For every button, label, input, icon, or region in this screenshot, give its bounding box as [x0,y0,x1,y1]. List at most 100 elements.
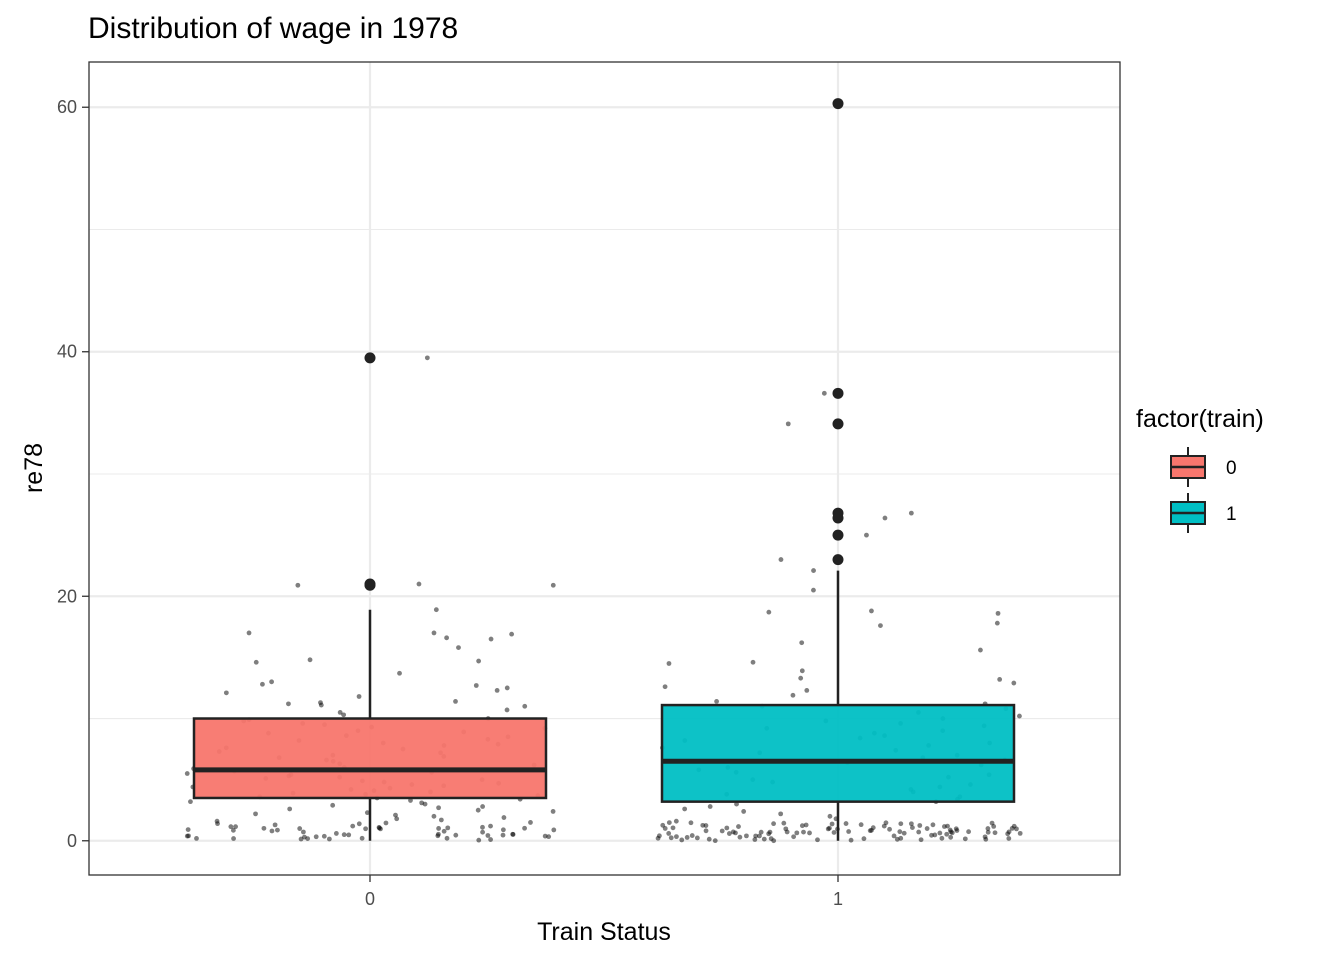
jitter-point [982,834,988,840]
jitter-point [978,647,983,653]
jitter-point [1006,836,1012,841]
jitter-point [1011,680,1017,686]
jitter-point [673,818,679,824]
jitter-point [318,702,324,708]
jitter-point [194,835,199,841]
jitter-point [662,684,668,690]
jitter-point [736,824,741,829]
outlier-point [832,529,844,541]
jitter-point [510,831,516,837]
outlier-point [832,554,844,566]
jitter-point [785,421,791,427]
jitter-point [771,821,776,827]
jitter-point [1017,830,1023,836]
jitter-point [948,829,954,835]
jitter-point [794,830,800,836]
outlier-point [832,387,844,399]
jitter-point [184,771,190,776]
jitter-point [930,822,936,828]
jitter-point [679,837,685,843]
legend-title: factor(train) [1136,405,1264,433]
jitter-point [689,833,695,838]
jitter-point [898,821,904,827]
jitter-point [660,822,666,828]
jitter-point [476,837,482,843]
jitter-point [878,623,883,628]
jitter-point [246,630,252,636]
jitter-point [364,810,370,816]
jitter-point [924,826,930,831]
jitter-point [1005,831,1011,837]
jitter-point [939,835,945,841]
jitter-point [784,829,790,835]
legend-label: 1 [1226,504,1237,525]
jitter-point [456,645,461,651]
jitter-point [897,829,903,835]
jitter-point [253,659,259,665]
jitter-point [801,829,806,835]
jitter-point [393,812,398,818]
jitter-point [804,687,810,693]
jitter-point [1017,713,1022,719]
jitter-point [910,825,915,831]
jitter-point [799,668,805,674]
box-body [660,703,1016,803]
jitter-point [500,832,506,838]
jitter-point [707,804,713,809]
jitter-point [433,607,439,613]
jitter-point [848,837,854,843]
jitter-point [416,581,422,587]
jitter-point [985,829,991,835]
jitter-point [908,821,914,827]
jitter-point [688,820,694,826]
jitter-point [494,687,500,693]
jitter-point [359,835,365,841]
jitter-point [500,827,506,833]
jitter-point [882,515,888,521]
jitter-point [992,830,998,836]
jitter-point [272,822,278,828]
jitter-point [948,834,954,840]
jitter-point [261,825,267,831]
jitter-point [883,820,889,826]
jitter-point [504,685,510,691]
jitter-point [703,828,709,834]
jitter-point [453,832,459,838]
jitter-point [350,823,356,829]
jitter-point [719,828,725,834]
jitter-point [522,703,528,709]
jitter-point [737,834,743,840]
jitter-point [994,620,1000,626]
jitter-point [550,582,556,588]
jitter-point [287,806,293,812]
jitter-point [861,836,867,842]
jitter-point [811,568,816,573]
jitter-point [436,805,441,811]
jitter-point [724,825,730,831]
jitter-point [475,807,481,813]
jitter-point [966,829,971,835]
jitter-point [383,820,389,826]
jitter-point [831,830,837,835]
legend: factor(train) 0 1 [1136,405,1264,533]
box-1 [660,98,1016,841]
jitter-point [799,640,805,646]
box-0 [192,352,548,841]
jitter-point [253,811,258,817]
jitter-point [476,658,482,664]
jitter-point [301,829,306,835]
jitter-point [997,676,1003,682]
jitter-point [305,836,311,841]
jitter-point [799,823,805,829]
jitter-point [453,698,458,704]
jitter-point [666,820,672,825]
outlier-point [832,507,844,519]
jitter-point [377,825,382,831]
jitter-point [821,390,827,396]
jitter-point [188,799,193,805]
jitter-point [356,694,362,699]
jitter-point [295,582,301,588]
jitter-point [488,837,493,842]
jitter-point [473,683,479,688]
jitter-point [480,804,486,809]
